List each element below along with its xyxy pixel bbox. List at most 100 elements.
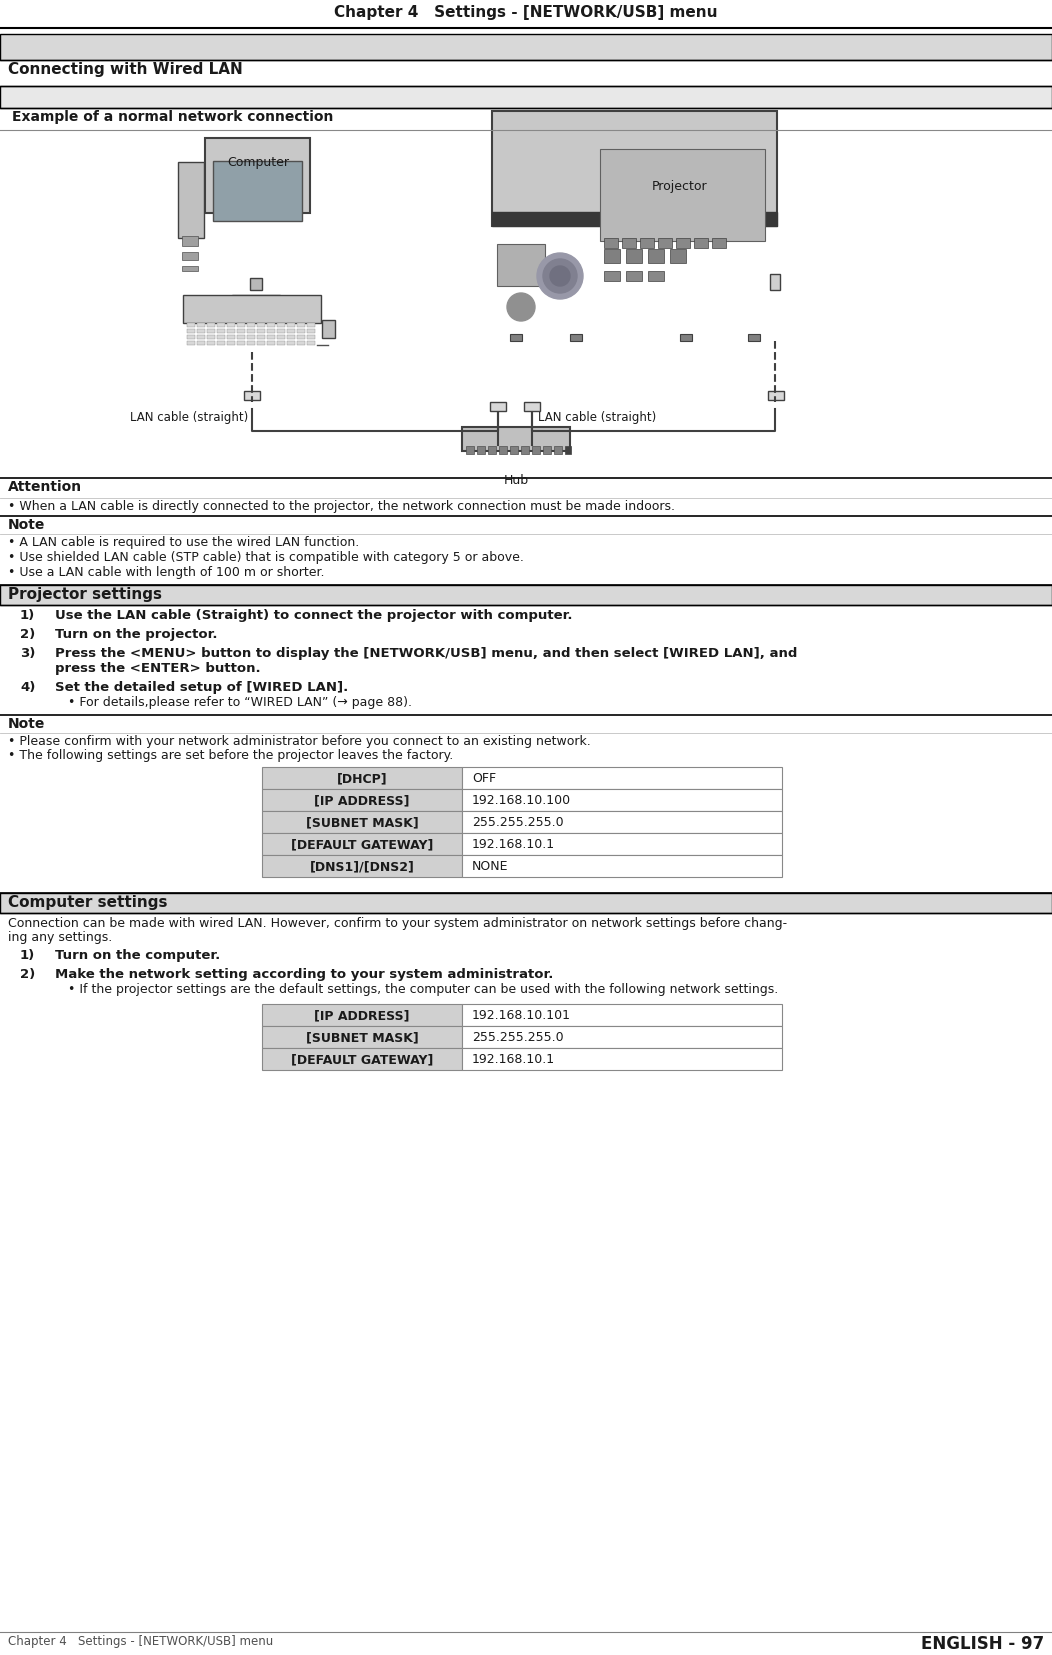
Bar xyxy=(0,35,1052,60)
Bar xyxy=(262,789,462,811)
Bar xyxy=(565,445,571,453)
Bar xyxy=(604,271,620,281)
Bar xyxy=(462,856,782,877)
Text: 3): 3) xyxy=(20,647,36,660)
Bar xyxy=(492,111,777,227)
Bar xyxy=(187,329,195,333)
Bar xyxy=(277,341,285,344)
Text: 192.168.10.1: 192.168.10.1 xyxy=(472,1053,555,1066)
Text: Hub: Hub xyxy=(504,473,528,487)
Text: • For details,please refer to “WIRED LAN” (→ page 88).: • For details,please refer to “WIRED LAN… xyxy=(68,697,412,708)
Bar xyxy=(466,445,474,453)
Bar xyxy=(532,445,540,453)
Bar xyxy=(712,238,726,248)
Bar xyxy=(462,811,782,832)
Bar xyxy=(287,323,295,328)
Bar xyxy=(462,766,782,789)
Bar xyxy=(297,334,305,339)
Bar xyxy=(307,334,315,339)
Bar xyxy=(247,329,255,333)
Text: 1): 1) xyxy=(20,948,36,962)
Bar xyxy=(247,341,255,344)
Text: ENGLISH - 97: ENGLISH - 97 xyxy=(920,1635,1044,1653)
Bar xyxy=(207,334,215,339)
Text: Note: Note xyxy=(8,717,45,732)
Text: [IP ADDRESS]: [IP ADDRESS] xyxy=(315,1010,409,1023)
Bar xyxy=(604,238,618,248)
Bar xyxy=(267,334,275,339)
Bar xyxy=(297,323,305,328)
Bar xyxy=(488,445,495,453)
Text: Attention: Attention xyxy=(8,480,82,493)
Text: • Please confirm with your network administrator before you connect to an existi: • Please confirm with your network admin… xyxy=(8,735,591,748)
Text: [SUBNET MASK]: [SUBNET MASK] xyxy=(306,816,419,829)
Bar xyxy=(510,334,522,341)
Text: NONE: NONE xyxy=(472,861,508,872)
Bar xyxy=(622,238,636,248)
Text: • When a LAN cable is directly connected to the projector, the network connectio: • When a LAN cable is directly connected… xyxy=(8,500,675,513)
Bar xyxy=(510,445,518,453)
Text: Projector settings: Projector settings xyxy=(8,588,162,602)
Bar xyxy=(658,238,672,248)
Bar xyxy=(232,295,280,301)
Text: [DEFAULT GATEWAY]: [DEFAULT GATEWAY] xyxy=(290,1053,433,1066)
Text: LAN cable (straight): LAN cable (straight) xyxy=(538,410,656,424)
Bar xyxy=(277,329,285,333)
Bar xyxy=(626,248,642,263)
Bar xyxy=(521,445,529,453)
Bar xyxy=(247,323,255,328)
Bar xyxy=(600,149,765,242)
Circle shape xyxy=(507,293,535,321)
Bar xyxy=(207,341,215,344)
Bar xyxy=(307,341,315,344)
Bar xyxy=(237,329,245,333)
Text: Press the <MENU> button to display the [NETWORK/USB] menu, and then select [WIRE: Press the <MENU> button to display the [… xyxy=(55,647,797,660)
Bar xyxy=(227,341,235,344)
Bar xyxy=(554,445,562,453)
Bar xyxy=(267,341,275,344)
Bar xyxy=(490,402,506,410)
Bar xyxy=(277,334,285,339)
Text: 1): 1) xyxy=(20,609,36,622)
Text: Turn on the projector.: Turn on the projector. xyxy=(55,627,218,640)
Bar xyxy=(187,341,195,344)
Bar xyxy=(227,323,235,328)
Text: Connecting with Wired LAN: Connecting with Wired LAN xyxy=(8,61,243,78)
Bar xyxy=(217,341,225,344)
Bar xyxy=(640,238,654,248)
Bar xyxy=(262,1026,462,1048)
Bar xyxy=(277,323,285,328)
Bar xyxy=(297,341,305,344)
Text: • A LAN cable is required to use the wired LAN function.: • A LAN cable is required to use the wir… xyxy=(8,536,359,549)
Bar xyxy=(178,162,204,238)
Bar xyxy=(197,329,205,333)
Text: 2): 2) xyxy=(20,627,36,640)
Bar xyxy=(477,445,485,453)
Bar xyxy=(307,329,315,333)
Bar xyxy=(626,271,642,281)
Text: [IP ADDRESS]: [IP ADDRESS] xyxy=(315,794,409,808)
Bar xyxy=(287,329,295,333)
Bar xyxy=(570,334,582,341)
Bar xyxy=(205,137,310,213)
Bar xyxy=(462,1048,782,1071)
Bar xyxy=(748,334,760,341)
Bar xyxy=(604,248,620,263)
Bar xyxy=(197,323,205,328)
Bar xyxy=(217,323,225,328)
Text: ing any settings.: ing any settings. xyxy=(8,932,113,943)
Bar xyxy=(183,295,321,323)
Text: [DHCP]: [DHCP] xyxy=(337,771,387,784)
Bar xyxy=(267,323,275,328)
Text: • Use a LAN cable with length of 100 m or shorter.: • Use a LAN cable with length of 100 m o… xyxy=(8,566,324,579)
Text: 192.168.10.101: 192.168.10.101 xyxy=(472,1010,571,1023)
Text: press the <ENTER> button.: press the <ENTER> button. xyxy=(55,662,261,675)
Text: • The following settings are set before the projector leaves the factory.: • The following settings are set before … xyxy=(8,750,453,761)
Bar xyxy=(182,266,198,271)
Bar xyxy=(257,329,265,333)
Bar xyxy=(768,391,784,401)
Bar xyxy=(680,334,692,341)
Bar xyxy=(187,323,195,328)
Bar xyxy=(244,391,260,401)
Bar xyxy=(197,341,205,344)
